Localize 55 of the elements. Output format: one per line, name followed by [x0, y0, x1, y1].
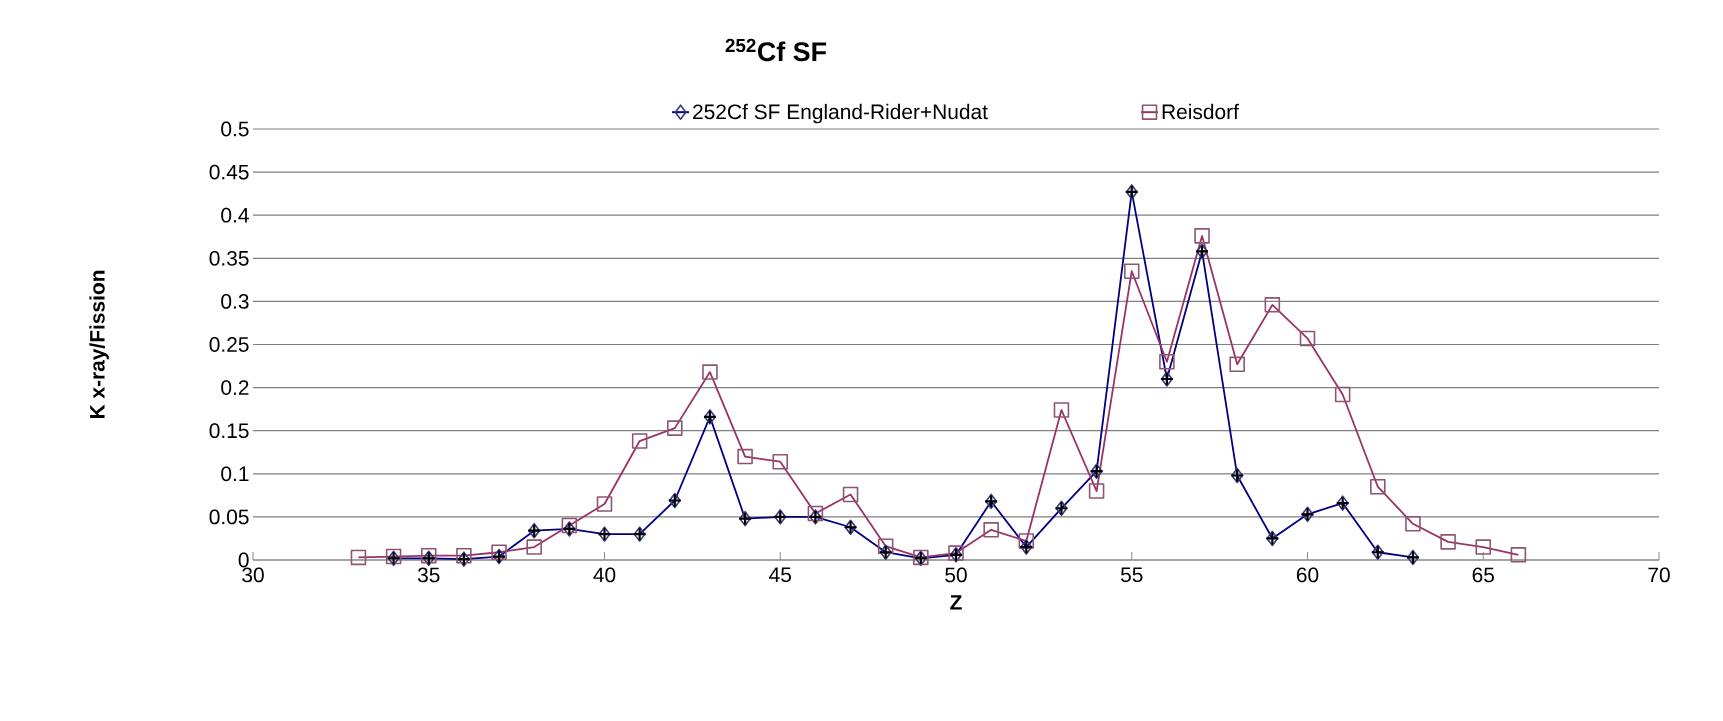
- x-tick-label: 30: [242, 567, 264, 583]
- y-tick-label: 0.45: [209, 164, 249, 180]
- point: [877, 538, 894, 554]
- point: [491, 544, 507, 561]
- y-tick-label: 0: [238, 552, 249, 568]
- x-tick-label: 65: [1472, 567, 1494, 583]
- point: [350, 549, 367, 566]
- point: [1475, 539, 1492, 555]
- y-tick-label: 0.3: [221, 293, 249, 309]
- y-tick-label: 0.4: [221, 207, 249, 223]
- point: [1264, 297, 1281, 313]
- x-axis-title: Z: [950, 595, 962, 610]
- point: [1299, 330, 1316, 347]
- y-tick-label: 0.05: [209, 509, 249, 525]
- x-tick-label: 55: [1120, 567, 1143, 583]
- point: [842, 486, 859, 503]
- legend-label: Reisdorf: [1162, 103, 1239, 120]
- y-tick-label: 0.25: [209, 337, 249, 352]
- chart-title: $^{252}$Cf SF: [725, 38, 827, 62]
- point: [1194, 228, 1210, 244]
- point: [702, 364, 718, 380]
- x-tick-label: 70: [1648, 567, 1670, 583]
- point: [1510, 547, 1527, 563]
- y-tick-label: 0.5: [221, 121, 249, 137]
- x-tick-label: 35: [417, 567, 440, 583]
- point: [807, 505, 824, 522]
- point: [1334, 386, 1351, 403]
- x-tick-label: 40: [593, 567, 616, 583]
- point: [1440, 534, 1456, 550]
- point: [1018, 533, 1035, 549]
- y-tick-label: 0.1: [221, 466, 249, 482]
- point: [1370, 478, 1386, 495]
- point: [772, 453, 789, 470]
- y-tick-label: 0.35: [209, 250, 249, 266]
- y-axis-title: K x-ray/Fission: [89, 270, 109, 419]
- point: [596, 496, 613, 512]
- y-tick-label: 0.2: [221, 380, 249, 395]
- point: [1159, 353, 1175, 370]
- point: [561, 517, 578, 534]
- point: [631, 433, 648, 449]
- point: [1053, 402, 1070, 418]
- y-tick-label: 0.15: [209, 423, 249, 439]
- point: [526, 539, 542, 555]
- legend-label: 252Cf SF England-Rider+Nudat: [693, 103, 988, 124]
- point: [1405, 516, 1421, 532]
- x-tick-label: 60: [1296, 567, 1319, 583]
- x-tick-label: 50: [945, 567, 967, 583]
- point: [737, 448, 753, 465]
- point: [667, 420, 683, 436]
- point: [1229, 356, 1245, 373]
- point: [1123, 263, 1140, 279]
- point: [983, 522, 999, 538]
- x-tick-label: 45: [769, 567, 791, 583]
- point: [1088, 483, 1105, 499]
- point: [456, 547, 472, 564]
